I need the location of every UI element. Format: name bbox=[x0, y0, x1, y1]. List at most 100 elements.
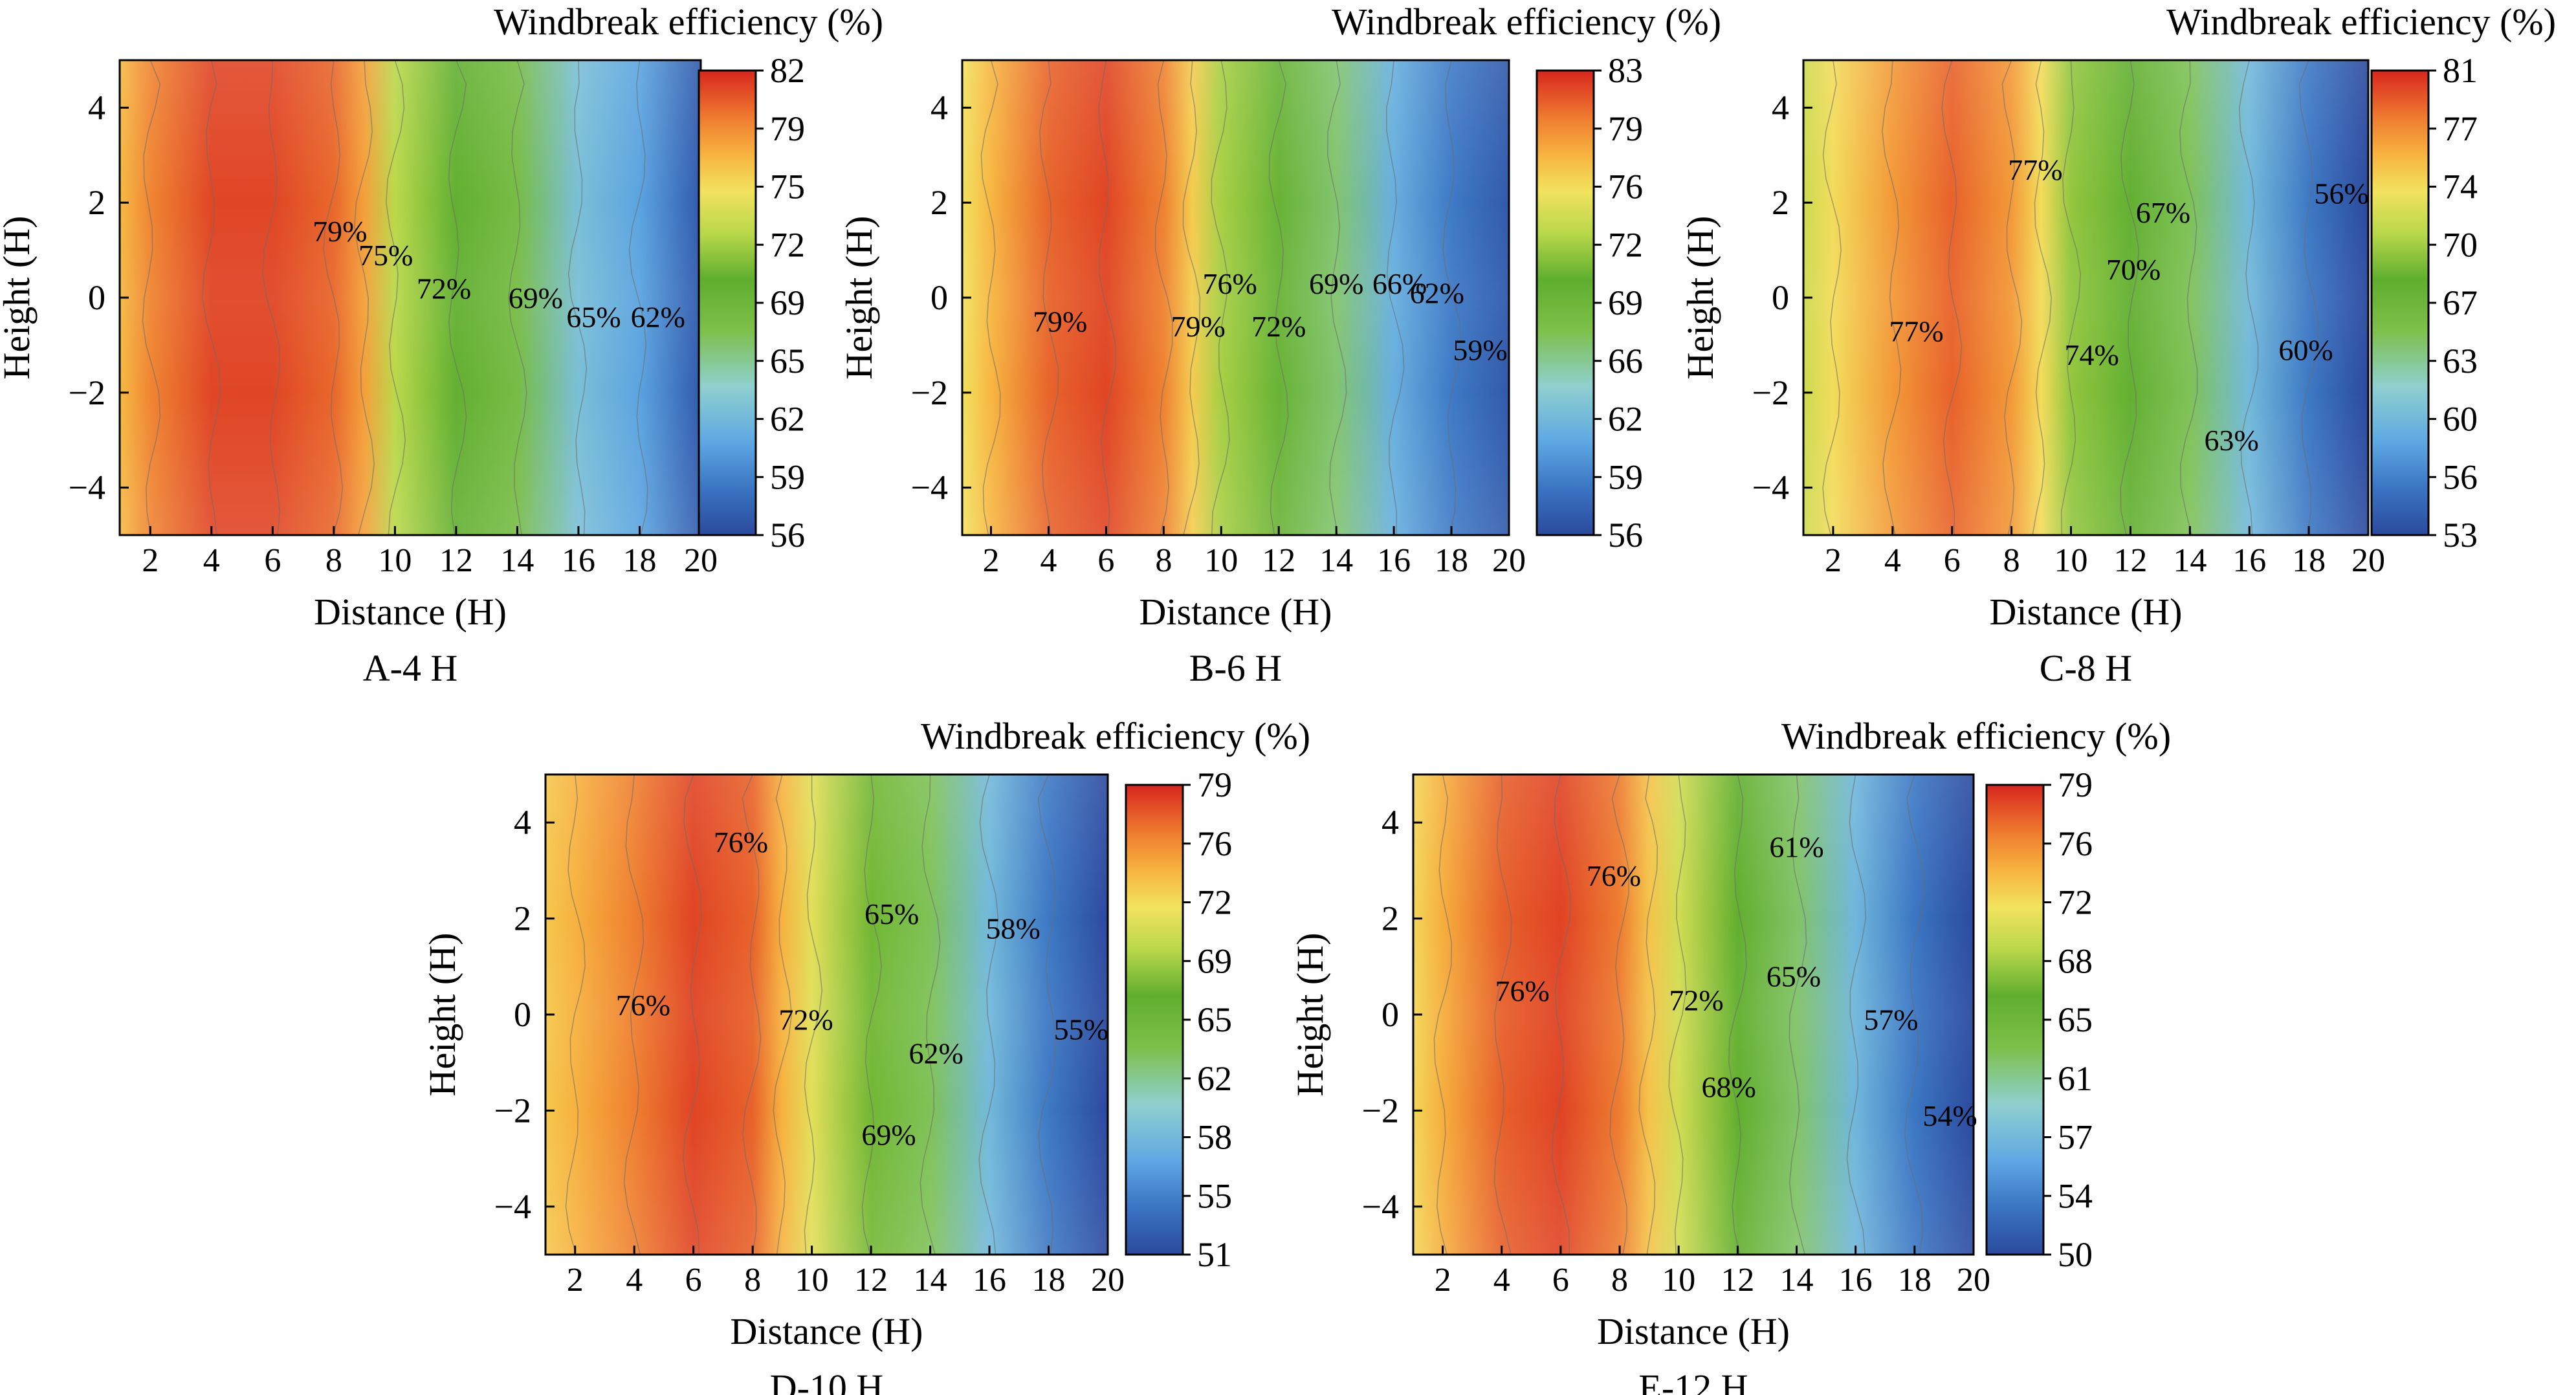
colorbar bbox=[1125, 784, 1184, 1256]
colorbar-tick-label: 63 bbox=[2443, 342, 2478, 380]
x-tick-label: 14 bbox=[914, 1262, 947, 1299]
colorbar-tick-label: 58 bbox=[1197, 1118, 1232, 1157]
colorbar-tick-label: 65 bbox=[1197, 1000, 1232, 1039]
colorbar-tick-label: 50 bbox=[2058, 1235, 2093, 1274]
x-tick-label: 6 bbox=[1944, 542, 1961, 579]
x-tick-label: 18 bbox=[2292, 542, 2326, 579]
contour-line bbox=[1182, 60, 1201, 536]
colorbar-tick-label: 72 bbox=[1197, 883, 1232, 922]
y-tick-label: 2 bbox=[930, 183, 948, 222]
colorbar-tick-label: 65 bbox=[770, 342, 805, 380]
y-tick-label: 2 bbox=[1772, 183, 1789, 222]
contour-line bbox=[508, 60, 527, 536]
x-tick-label: 8 bbox=[1155, 542, 1172, 579]
contour-line bbox=[1668, 774, 1687, 1255]
contour-label: 70% bbox=[2106, 253, 2161, 286]
y-tick-label: 0 bbox=[514, 995, 531, 1034]
contour-line bbox=[804, 774, 823, 1255]
y-tick-label: 0 bbox=[1382, 995, 1399, 1034]
contour-line bbox=[567, 60, 588, 536]
x-tick-label: 14 bbox=[1319, 542, 1353, 579]
panel-caption: B-6 H bbox=[1189, 647, 1282, 689]
y-axis-title: Height (H) bbox=[1289, 933, 1331, 1097]
colorbar-title: Windbreak efficiency (%) bbox=[921, 715, 1310, 757]
contour-label: 65% bbox=[566, 300, 621, 333]
colorbar-tick-label: 62 bbox=[1197, 1059, 1232, 1098]
contour-label: 69% bbox=[861, 1119, 916, 1152]
colorbar-tick-label: 72 bbox=[1608, 225, 1643, 264]
contour-line bbox=[1789, 774, 1807, 1255]
contour-line bbox=[323, 60, 344, 536]
y-tick-label: 4 bbox=[1382, 803, 1399, 842]
x-tick-label: 16 bbox=[2232, 542, 2266, 579]
contour-line bbox=[773, 774, 793, 1255]
contour-label: 69% bbox=[1309, 267, 1363, 300]
colorbar-tick-label: 79 bbox=[1197, 765, 1232, 804]
colorbar bbox=[2370, 69, 2430, 536]
contour-label: 55% bbox=[1054, 1013, 1108, 1046]
contour-label: 58% bbox=[985, 912, 1040, 945]
contour-line bbox=[2238, 60, 2259, 536]
x-tick-label: 18 bbox=[622, 542, 656, 579]
x-tick-label: 12 bbox=[2113, 542, 2147, 579]
colorbar bbox=[1985, 784, 2045, 1256]
y-axis-title: Height (H) bbox=[1679, 216, 1721, 380]
x-tick-label: 20 bbox=[2351, 542, 2385, 579]
contour-line bbox=[1551, 774, 1571, 1255]
colorbar-tick-label: 69 bbox=[770, 283, 805, 322]
y-tick-label: −4 bbox=[1752, 468, 1789, 507]
contour-line bbox=[628, 60, 648, 536]
contour-line bbox=[448, 60, 467, 536]
contour-line bbox=[565, 774, 586, 1255]
contour-label: 77% bbox=[1889, 314, 1943, 347]
contour-line bbox=[1098, 60, 1116, 536]
x-tick-label: 6 bbox=[264, 542, 281, 579]
x-tick-label: 12 bbox=[1721, 1262, 1754, 1299]
x-tick-label: 12 bbox=[854, 1262, 888, 1299]
x-tick-label: 2 bbox=[142, 542, 159, 579]
x-tick-label: 4 bbox=[626, 1262, 643, 1299]
heatmap-shading bbox=[545, 774, 1108, 1255]
contour-line bbox=[1211, 60, 1230, 536]
x-tick-label: 14 bbox=[500, 542, 534, 579]
contour-line bbox=[262, 60, 281, 536]
y-tick-label: 0 bbox=[88, 278, 105, 317]
colorbar-tick-label: 56 bbox=[770, 516, 805, 555]
x-tick-label: 18 bbox=[1435, 542, 1468, 579]
colorbar-tick-label: 57 bbox=[2058, 1118, 2093, 1157]
contour-line bbox=[1037, 774, 1057, 1255]
x-tick-label: 18 bbox=[1032, 1262, 1066, 1299]
contour-label: 61% bbox=[1769, 830, 1823, 863]
contour-line bbox=[1039, 60, 1059, 536]
contour-line bbox=[2032, 60, 2053, 536]
contour-lines bbox=[1822, 60, 2319, 536]
contour-label: 69% bbox=[509, 281, 563, 314]
contour-label: 66% bbox=[1372, 267, 1427, 300]
colorbar-title: Windbreak efficiency (%) bbox=[2166, 1, 2556, 43]
x-tick-label: 20 bbox=[684, 542, 718, 579]
contour-line bbox=[1822, 60, 1842, 536]
y-tick-label: 0 bbox=[930, 278, 948, 317]
y-tick-label: −4 bbox=[69, 468, 105, 507]
y-tick-label: 2 bbox=[1382, 899, 1399, 938]
x-tick-label: 4 bbox=[203, 542, 220, 579]
colorbar-tick-label: 77 bbox=[2443, 109, 2478, 148]
contour-line bbox=[202, 60, 221, 536]
contour-line bbox=[742, 774, 762, 1255]
colorbar-tick-label: 79 bbox=[770, 109, 805, 148]
contour-line bbox=[2179, 60, 2198, 536]
contour-label: 65% bbox=[864, 897, 919, 930]
x-tick-label: 6 bbox=[685, 1262, 702, 1299]
contour-label: 72% bbox=[417, 272, 471, 305]
x-tick-label: 10 bbox=[795, 1262, 829, 1299]
heatmap-shading bbox=[962, 60, 1509, 535]
colorbar-tick-label: 72 bbox=[2058, 883, 2093, 922]
y-tick-label: −2 bbox=[69, 373, 105, 412]
x-tick-label: 6 bbox=[1552, 1262, 1569, 1299]
x-axis-title: Distance (H) bbox=[1990, 591, 2183, 633]
colorbar-tick-label: 59 bbox=[770, 457, 805, 496]
contour-lines bbox=[980, 60, 1462, 536]
